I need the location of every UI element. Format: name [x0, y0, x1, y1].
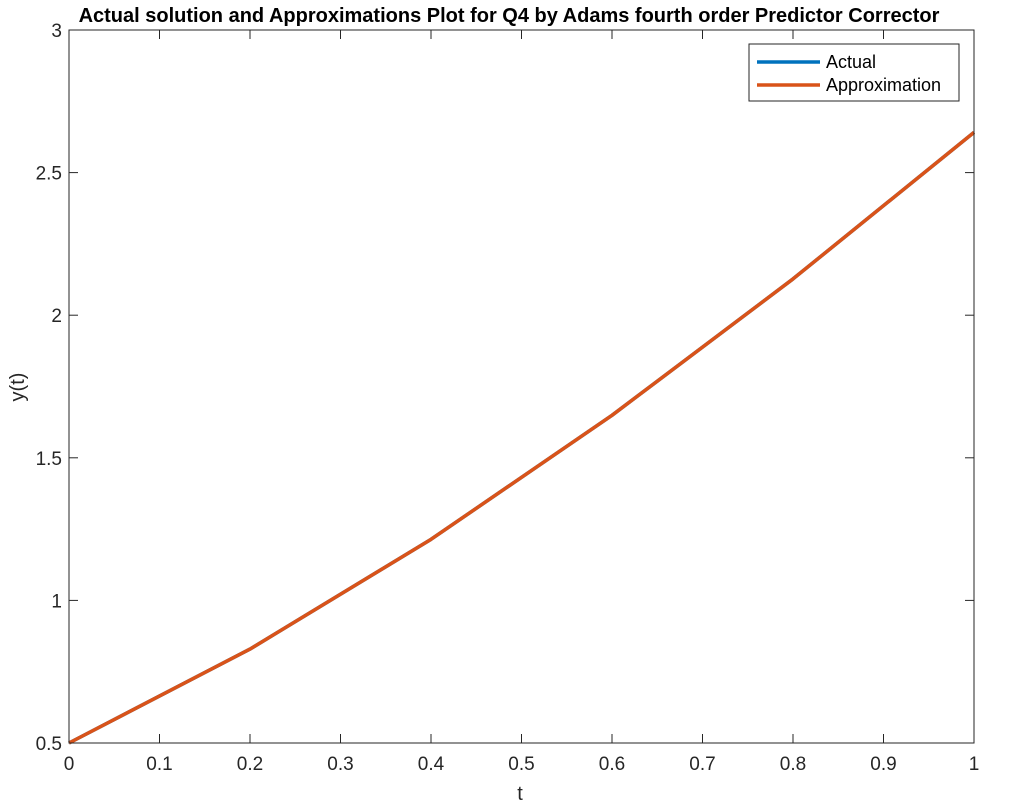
y-axis-label: y(t) [7, 373, 29, 402]
x-tick-label: 0.3 [327, 754, 353, 775]
x-tick-label: 0.9 [870, 754, 896, 775]
series-layer [68, 131, 976, 745]
x-tick-label: 0.1 [146, 754, 172, 775]
legend-box [748, 43, 960, 102]
x-tick-label: 1 [969, 754, 980, 775]
y-tick-label: 2.5 [36, 164, 62, 185]
x-tick-label: 0.5 [508, 754, 534, 775]
y-tick-label: 3 [51, 21, 62, 42]
y-tick-label: 2 [51, 306, 62, 327]
legend-label-approximation: Approximation [826, 75, 941, 95]
x-tick-label: 0.4 [418, 754, 445, 775]
y-tick-label: 0.5 [36, 734, 62, 755]
x-tick-label: 0.6 [599, 754, 625, 775]
legend: Actual Approximation [748, 43, 960, 102]
y-tick-label: 1.5 [36, 449, 62, 470]
x-axis-label: t [517, 783, 523, 804]
x-tick-label: 0.8 [780, 754, 806, 775]
y-axis-ticks: 0.5 1 1.5 2 2.5 3 [36, 21, 974, 755]
y-tick-label: 1 [51, 591, 62, 612]
series-line-approximation [68, 131, 976, 745]
x-tick-label: 0.2 [237, 754, 263, 775]
x-axis-ticks: 0 0.1 0.2 0.3 0.4 0.5 0.6 0.7 0.8 0.9 1 [64, 30, 980, 775]
legend-label-actual: Actual [826, 52, 876, 72]
plot-area: 0 0.1 0.2 0.3 0.4 0.5 0.6 0.7 0.8 0.9 1 0.5 1 1.5 2 2.… [36, 21, 980, 775]
x-tick-label: 0 [64, 754, 75, 775]
x-tick-label: 0.7 [689, 754, 715, 775]
chart-title: Actual solution and Approximations Plot … [79, 5, 940, 27]
